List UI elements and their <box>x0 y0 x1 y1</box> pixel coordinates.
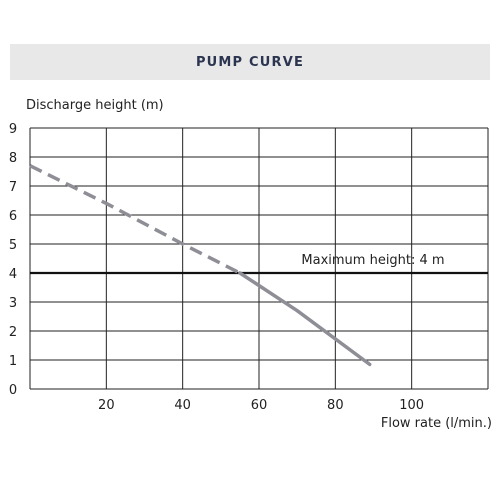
x-tick-label: 100 <box>399 398 424 413</box>
max-height-label: Maximum height: 4 m <box>301 253 444 268</box>
y-tick-label: 8 <box>9 151 17 166</box>
y-tick-label: 6 <box>9 209 17 224</box>
x-tick-label: 40 <box>174 398 191 413</box>
y-tick-labels: 0 1 2 3 4 5 6 7 8 9 <box>9 122 17 398</box>
y-tick-label: 1 <box>9 354 17 369</box>
reference-line-group: Maximum height: 4 m <box>30 253 488 275</box>
solid-curve-segment <box>238 271 372 367</box>
y-tick-label: 7 <box>9 180 17 195</box>
x-tick-labels: 20 40 60 80 100 <box>98 398 424 413</box>
x-axis-title: Flow rate (l/min.) <box>381 416 492 431</box>
y-tick-label: 3 <box>9 296 17 311</box>
y-tick-label: 5 <box>9 238 17 253</box>
x-tick-label: 20 <box>98 398 115 413</box>
y-tick-label: 2 <box>9 325 17 340</box>
y-tick-label: 4 <box>9 267 17 282</box>
curve-series <box>29 164 372 367</box>
dashed-curve-segment <box>29 164 241 275</box>
chart-title-bar: PUMP CURVE <box>10 44 490 80</box>
x-tick-label: 80 <box>327 398 344 413</box>
y-tick-label: 9 <box>9 122 17 137</box>
y-axis-title: Discharge height (m) <box>26 98 164 113</box>
x-tick-label: 60 <box>251 398 268 413</box>
chart-title: PUMP CURVE <box>195 54 305 70</box>
y-tick-label: 0 <box>9 383 17 398</box>
